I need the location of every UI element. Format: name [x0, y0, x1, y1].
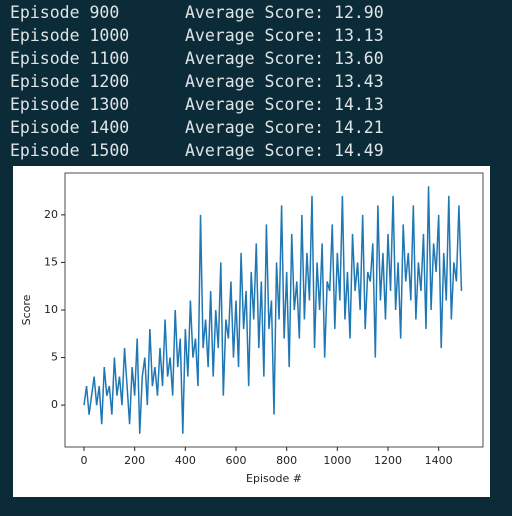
log-score: Average Score: 14.49	[185, 141, 384, 160]
log-score: Average Score: 13.60	[185, 49, 384, 68]
x-tick-label: 1200	[374, 454, 402, 467]
log-line: Episode 1200 Average Score: 13.43	[10, 70, 384, 93]
log-score: Average Score: 14.13	[185, 95, 384, 114]
score-line	[83, 186, 463, 434]
x-tick-label: 200	[124, 454, 145, 467]
log-episode: Episode 1100	[10, 49, 130, 68]
x-axis-label: Episode #	[246, 472, 302, 485]
log-episode: Episode 1400	[10, 118, 130, 137]
x-tick-label: 1400	[425, 454, 453, 467]
x-tick-label: 400	[175, 454, 196, 467]
log-line: Episode 1300 Average Score: 14.13	[10, 93, 384, 116]
x-tick-label: 800	[276, 454, 297, 467]
console-output: Episode 900 Average Score: 12.90 Episode 1…	[10, 1, 384, 162]
log-episode: Episode 1000	[10, 26, 130, 45]
log-score: Average Score: 14.21	[185, 118, 384, 137]
plot-frame	[64, 172, 484, 448]
log-score: Average Score: 13.13	[185, 26, 384, 45]
log-score: Average Score: 13.43	[185, 72, 384, 91]
log-score: Average Score: 12.90	[185, 3, 384, 22]
log-episode: Episode 1500	[10, 141, 130, 160]
x-tick-label: 0	[81, 454, 88, 467]
log-episode: Episode 900	[10, 3, 120, 22]
x-tick-label: 600	[226, 454, 247, 467]
log-line: Episode 1100 Average Score: 13.60	[10, 47, 384, 70]
y-tick-label: 0	[51, 398, 58, 411]
x-tick-label: 1000	[323, 454, 351, 467]
y-tick-label: 10	[44, 303, 58, 316]
y-tick-label: 20	[44, 208, 58, 221]
y-tick-label: 5	[51, 351, 58, 364]
log-line: Episode 1500 Average Score: 14.49	[10, 139, 384, 162]
log-line: Episode 1000 Average Score: 13.13	[10, 24, 384, 47]
y-axis-label: Score	[20, 294, 33, 325]
log-line: Episode 1400 Average Score: 14.21	[10, 116, 384, 139]
log-line: Episode 900 Average Score: 12.90	[10, 1, 384, 24]
log-episode: Episode 1200	[10, 72, 130, 91]
log-episode: Episode 1300	[10, 95, 130, 114]
y-tick-label: 15	[44, 255, 58, 268]
